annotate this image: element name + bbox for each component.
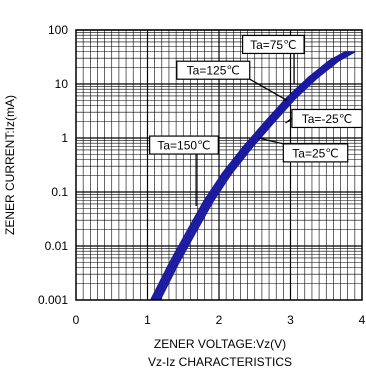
callout-box [291, 108, 363, 129]
x-tick-label: 1 [144, 313, 151, 327]
series-line [156, 50, 354, 301]
y-tick-label: 10 [55, 77, 69, 91]
callout-label: Ta=-25℃ [302, 112, 353, 126]
series-line [158, 50, 356, 301]
callout-label: Ta=75℃ [250, 38, 297, 52]
y-tick-label: 1 [61, 131, 68, 145]
callout-leader [249, 78, 288, 101]
callout-box [176, 60, 251, 80]
chart-caption: Vz-Iz CHARACTERISTICS [148, 355, 292, 369]
callout-label: Ta=125℃ [187, 64, 240, 78]
callout-box [241, 34, 305, 55]
x-axis-title: ZENER VOLTAGE:Vz(V) [154, 337, 286, 351]
x-tick-labels: 0 1 2 3 4 [73, 313, 366, 327]
callout-label: Ta=150℃ [157, 139, 210, 153]
callout-leader [258, 137, 284, 145]
callout-leader [285, 117, 293, 124]
y-tick-label: 0.001 [38, 293, 68, 307]
series-line [154, 50, 352, 301]
callouts: Ta=75℃ Ta=125℃ Ta=-25℃ Ta=150℃ Ta=25℃ [149, 34, 363, 207]
x-tick-label: 4 [359, 313, 366, 327]
grid [76, 29, 362, 300]
y-tick-label: 0.1 [51, 185, 68, 199]
y-tick-label: 0.01 [45, 239, 69, 253]
callout-box [282, 143, 349, 163]
series-line [152, 50, 349, 301]
curves [150, 50, 356, 301]
plot-frame [75, 29, 363, 301]
x-tick-label: 3 [287, 313, 294, 327]
callout-label: Ta=25℃ [292, 146, 339, 160]
y-tick-labels: 0.001 0.01 0.1 1 10 100 [38, 23, 68, 307]
series-line [150, 50, 347, 301]
x-tick-label: 2 [216, 313, 223, 327]
x-tick-label: 0 [73, 313, 80, 327]
callout-box [149, 135, 219, 155]
y-tick-label: 100 [48, 23, 68, 37]
y-axis-title: ZENER CURRENT:Iz(mA) [3, 95, 17, 235]
